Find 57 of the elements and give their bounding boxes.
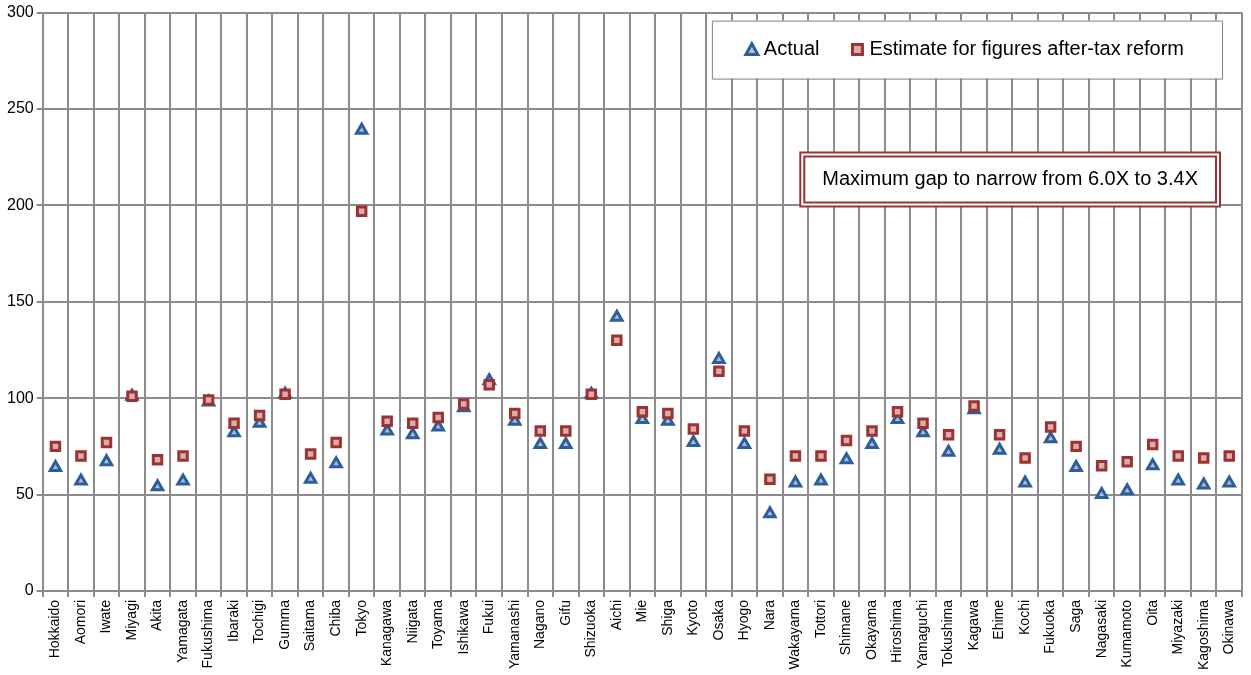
y-tick-label: 300 xyxy=(6,3,34,21)
annotation: Maximum gap to narrow from 6.0X to 3.4X xyxy=(822,167,1198,190)
x-tick-label: Saitama xyxy=(301,599,318,652)
y-tick-label: 150 xyxy=(6,292,34,310)
x-tick-label: Fukuoka xyxy=(1041,599,1058,654)
x-tick-label: Saga xyxy=(1067,599,1083,633)
x-tick-label: Aichi xyxy=(607,599,624,631)
y-tick-label: 200 xyxy=(6,195,34,213)
x-tick-label: Shiga xyxy=(658,599,675,636)
y-tick-label: 0 xyxy=(24,581,34,599)
x-tick-label: Osaka xyxy=(709,599,726,641)
x-tick-label: Shimane xyxy=(837,599,854,656)
x-tick-label: Chiba xyxy=(327,599,343,637)
x-tick-label: Ishikawa xyxy=(454,599,471,655)
y-tick-label: 250 xyxy=(6,99,34,117)
x-tick-label: Fukushima xyxy=(199,599,216,669)
x-tick-label: Niigata xyxy=(403,599,420,644)
x-tick-label: Ehime xyxy=(990,599,1007,640)
x-tick-label: Akita xyxy=(148,599,165,632)
x-tick-label: Aomori xyxy=(71,599,88,645)
y-tick-label: 100 xyxy=(6,388,34,406)
x-tick-label: Okayama xyxy=(862,599,879,660)
x-tick-label: Nara xyxy=(760,599,777,631)
x-tick-label: Tokushima xyxy=(939,599,956,667)
x-tick-label: Hokkaido xyxy=(46,599,63,659)
x-tick-label: Miyazaki xyxy=(1169,599,1186,655)
x-tick-label: Yamaguchi xyxy=(913,599,930,669)
x-tick-label: Oita xyxy=(1143,599,1160,626)
x-tick-label: Shizuoka xyxy=(582,599,599,658)
x-tick-label: Tottori xyxy=(811,599,828,639)
x-tick-label: Mie xyxy=(633,599,650,623)
x-tick-label: Okinawa xyxy=(1220,599,1237,655)
x-tick-label: Hiroshima xyxy=(888,599,905,663)
x-tick-label: Gumma xyxy=(275,599,292,650)
x-tick-label: Nagano xyxy=(531,599,548,650)
x-tick-label: Wakayama xyxy=(786,599,803,670)
x-tick-label: Fukui xyxy=(480,599,497,635)
x-tick-label: Kanagawa xyxy=(378,599,395,667)
x-tick-label: Miyagi xyxy=(122,599,139,641)
x-tick-label: Yamanashi xyxy=(505,599,522,669)
x-tick-label: Ibaraki xyxy=(224,599,241,642)
x-tick-label: Nagasaki xyxy=(1092,599,1109,659)
legend-label: Actual xyxy=(763,37,820,60)
x-tick-label: Kagoshima xyxy=(1194,599,1211,671)
x-tick-label: Kumamoto xyxy=(1118,599,1135,668)
x-tick-label: Kyoto xyxy=(684,599,701,636)
x-tick-label: Hyogo xyxy=(735,599,752,641)
x-tick-label: Tochigi xyxy=(250,599,267,644)
x-tick-label: Kochi xyxy=(1015,599,1032,635)
y-tick-label: 50 xyxy=(15,484,34,502)
x-tick-label: Tokyo xyxy=(352,599,369,637)
legend-label: Estimate for figures after-tax reform xyxy=(869,37,1185,60)
x-tick-label: Kagawa xyxy=(964,599,981,651)
x-tick-label: Yamagata xyxy=(173,599,190,663)
x-tick-label: Iwate xyxy=(97,599,114,634)
x-tick-label: Gifu xyxy=(556,599,573,626)
x-tick-label: Toyama xyxy=(429,599,446,649)
